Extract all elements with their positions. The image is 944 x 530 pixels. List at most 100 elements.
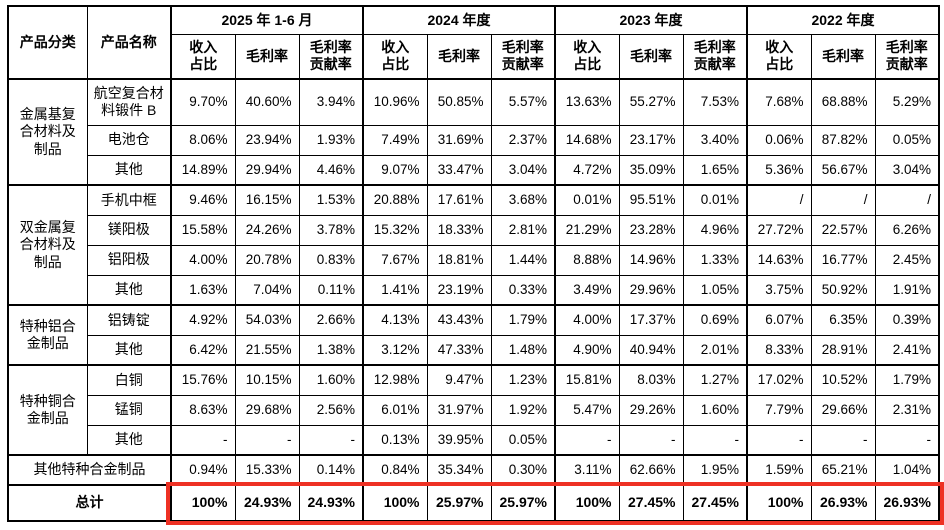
value-cell: 3.12%	[362, 334, 428, 366]
product-name-cell: 其他	[86, 334, 172, 366]
product-name-cell: 镁阳极	[86, 214, 172, 246]
value-cell: 27.45%	[618, 484, 684, 522]
product-name-cell: 航空复合材 料锻件 B	[86, 78, 172, 126]
value-cell: 16.15%	[234, 184, 300, 216]
value-cell: 3.68%	[490, 184, 556, 216]
category-cell: 双金属复 合材料及 制品	[7, 184, 88, 306]
product-row: 镁阳极 15.58% 24.26% 3.78% 15.32% 18.33% 2.81% 21.…	[8, 214, 940, 246]
value-cell: 56.67%	[810, 154, 876, 186]
value-cell: 18.81%	[426, 244, 492, 276]
value-cell: 25.97%	[426, 484, 492, 522]
value-cell: 43.43%	[426, 304, 492, 336]
value-cell: 1.05%	[682, 274, 748, 306]
value-cell: 8.88%	[554, 244, 620, 276]
value-cell: 1.53%	[298, 184, 364, 216]
value-cell: 29.96%	[618, 274, 684, 306]
category-cell: 特种铝合 金制品	[7, 304, 88, 366]
value-cell: 20.78%	[234, 244, 300, 276]
value-cell: /	[810, 184, 876, 216]
value-cell: /	[874, 184, 940, 216]
value-cell: 21.55%	[234, 334, 300, 366]
value-cell: 95.51%	[618, 184, 684, 216]
value-cell: 24.93%	[298, 484, 364, 522]
metric-header: 毛利率	[234, 33, 300, 80]
value-cell: 3.94%	[298, 78, 364, 126]
value-cell: 0.13%	[362, 424, 428, 456]
value-cell: 1.91%	[874, 274, 940, 306]
other-special-alloys-row: 其他特种合金制品 0.94% 15.33% 0.14% 0.84% 35.34% 0.30%…	[7, 454, 940, 486]
value-cell: 29.66%	[810, 394, 876, 426]
value-cell: 2.81%	[490, 214, 556, 246]
value-cell: 35.34%	[426, 454, 492, 486]
value-cell: 21.29%	[554, 214, 620, 246]
value-cell: 1.27%	[682, 364, 748, 396]
value-cell: 7.79%	[746, 394, 812, 426]
value-cell: 18.33%	[426, 214, 492, 246]
value-cell: 5.36%	[746, 154, 812, 186]
period-header-row: 产品分类 产品名称 2025 年 1-6 月 2024 年度 2023 年度 2…	[7, 5, 940, 80]
product-name-cell: 手机中框	[86, 184, 172, 216]
value-cell: 100%	[170, 484, 236, 522]
value-cell: 1.79%	[874, 364, 940, 396]
metric-header: 收入 占比	[746, 33, 812, 80]
header-product-category: 产品分类	[7, 5, 88, 80]
product-row: 特种铝合 金制品 铝铸锭 4.92% 54.03% 2.66% 4.13% 43.43% 1.…	[7, 304, 940, 366]
value-cell: 2.56%	[298, 394, 364, 426]
value-cell: 1.79%	[490, 304, 556, 336]
value-cell: 29.68%	[234, 394, 300, 426]
value-cell: 4.00%	[554, 304, 620, 336]
product-name-cell: 其他	[86, 424, 172, 456]
metric-header: 毛利率 贡献率	[298, 33, 364, 80]
value-cell: 2.45%	[874, 244, 940, 276]
value-cell: 2.66%	[298, 304, 364, 336]
value-cell: 47.33%	[426, 334, 492, 366]
product-name-cell: 锰铜	[86, 394, 172, 426]
value-cell: 5.29%	[874, 78, 940, 126]
value-cell: 31.69%	[426, 124, 492, 156]
value-cell: 87.82%	[810, 124, 876, 156]
value-cell: 0.01%	[682, 184, 748, 216]
value-cell: 26.93%	[874, 484, 940, 522]
value-cell: 0.83%	[298, 244, 364, 276]
value-cell: -	[682, 424, 748, 456]
value-cell: 1.04%	[874, 454, 940, 486]
value-cell: 1.41%	[362, 274, 428, 306]
value-cell: 20.88%	[362, 184, 428, 216]
value-cell: 9.46%	[170, 184, 236, 216]
metric-header: 毛利率	[426, 33, 492, 80]
value-cell: 7.49%	[362, 124, 428, 156]
value-cell: 8.63%	[170, 394, 236, 426]
period-header-2022: 2022 年度	[746, 5, 940, 35]
value-cell: 0.94%	[170, 454, 236, 486]
value-cell: 7.67%	[362, 244, 428, 276]
value-cell: -	[874, 424, 940, 456]
value-cell: 1.23%	[490, 364, 556, 396]
metric-header-row: 收入 占比 毛利率 毛利率 贡献率 收入 占比 毛利率 毛利率 贡献率 收入 占比 毛利率 毛利…	[8, 33, 940, 80]
value-cell: 0.05%	[874, 124, 940, 156]
value-cell: 33.47%	[426, 154, 492, 186]
value-cell: 14.63%	[746, 244, 812, 276]
value-cell: 5.47%	[554, 394, 620, 426]
value-cell: 29.94%	[234, 154, 300, 186]
value-cell: 2.37%	[490, 124, 556, 156]
value-cell: 26.93%	[810, 484, 876, 522]
product-row: 其他 6.42% 21.55% 1.38% 3.12% 47.33% 1.48% 4.90% 4…	[8, 334, 940, 366]
value-cell: 0.69%	[682, 304, 748, 336]
value-cell: 23.94%	[234, 124, 300, 156]
value-cell: 4.96%	[682, 214, 748, 246]
value-cell: 9.47%	[426, 364, 492, 396]
value-cell: 100%	[362, 484, 428, 522]
metric-header: 毛利率 贡献率	[490, 33, 556, 80]
value-cell: 6.01%	[362, 394, 428, 426]
value-cell: 1.65%	[682, 154, 748, 186]
value-cell: 15.58%	[170, 214, 236, 246]
value-cell: 14.96%	[618, 244, 684, 276]
value-cell: 17.02%	[746, 364, 812, 396]
value-cell: 0.06%	[746, 124, 812, 156]
value-cell: 13.63%	[554, 78, 620, 126]
value-cell: 6.35%	[810, 304, 876, 336]
value-cell: 3.49%	[554, 274, 620, 306]
value-cell: 4.72%	[554, 154, 620, 186]
product-name-cell: 其他	[86, 154, 172, 186]
value-cell: 10.15%	[234, 364, 300, 396]
